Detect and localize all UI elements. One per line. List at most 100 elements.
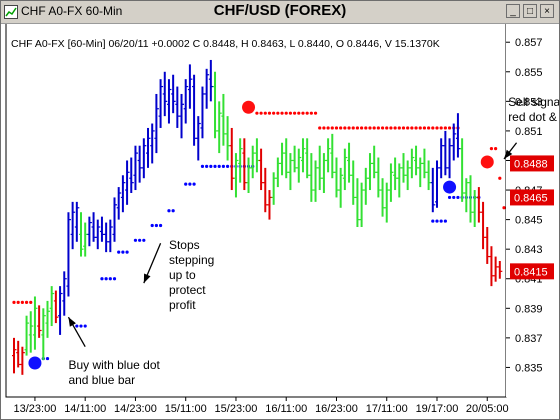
price-bar <box>74 201 80 242</box>
stop-dot-red <box>489 147 494 151</box>
stop-dot-blue <box>213 164 217 168</box>
price-bar <box>95 219 101 250</box>
stop-dot-blue <box>121 250 125 254</box>
price-bar <box>422 148 427 179</box>
price-bar <box>217 101 222 154</box>
minimize-button[interactable]: _ <box>506 4 520 18</box>
price-bar <box>200 86 205 139</box>
stop-dot-red <box>343 126 347 130</box>
price-bar <box>489 246 494 287</box>
info-line: CHF A0-FX [60-Min] 06/20/11 +0.0002 C 0.… <box>11 38 440 50</box>
price-bar <box>175 86 180 128</box>
price-bar <box>229 127 235 191</box>
x-tick-label: 17/11:00 <box>366 403 408 415</box>
stop-dot-red <box>263 111 267 115</box>
stop-dot-red <box>397 126 401 130</box>
price-bar <box>41 308 46 361</box>
price-bar <box>242 138 247 191</box>
chart-title: CHF/USD (FOREX) <box>213 2 347 19</box>
x-tick-label: 16/23:00 <box>315 403 358 415</box>
stop-dot-blue <box>150 223 154 228</box>
maximize-button[interactable]: □ <box>523 4 537 18</box>
stop-dot-blue <box>108 277 112 281</box>
price-bar <box>439 138 444 179</box>
price-bar <box>141 138 147 179</box>
price-bar <box>154 93 159 154</box>
price-bar <box>196 116 201 161</box>
price-bar <box>493 256 499 282</box>
price-bar <box>485 227 490 264</box>
stop-dot-red <box>414 126 418 130</box>
stop-dot-blue <box>205 164 209 168</box>
price-bar <box>24 315 30 356</box>
annotation-text: Buy with blue dot and blue bar <box>68 358 160 387</box>
price-bar <box>367 153 373 191</box>
x-tick-label: 15/11:00 <box>165 403 207 415</box>
sell-signal-dot <box>480 155 494 169</box>
y-axis-area <box>506 23 558 397</box>
y-tick-label: 0.855 <box>515 67 543 79</box>
close-button[interactable]: × <box>540 4 554 18</box>
price-bar <box>434 160 440 208</box>
stop-dot-red <box>447 126 452 130</box>
y-tick-label: 0.845 <box>515 215 543 227</box>
price-bar <box>347 142 352 183</box>
price-bar <box>481 201 486 250</box>
stop-dot-blue <box>171 209 175 213</box>
price-bar <box>418 157 423 188</box>
stop-dot-red <box>309 111 313 115</box>
stop-dot-red <box>305 111 309 115</box>
price-bar <box>305 138 310 179</box>
price-bar <box>238 138 243 183</box>
stop-dot-blue <box>221 164 226 168</box>
price-bar <box>233 153 239 198</box>
window-titlebar[interactable]: CHF A0-FX 60-Min CHF/USD (FOREX) _ □ × <box>1 1 559 24</box>
stop-dot-red <box>422 126 427 130</box>
annotation-arrow-head <box>68 317 76 327</box>
buy-signal-dot <box>28 356 42 370</box>
price-bar <box>280 142 285 176</box>
stop-dot-blue <box>447 195 452 200</box>
y-tick-label: 0.853 <box>515 96 543 108</box>
stop-dot-red <box>360 126 364 130</box>
stop-dot-red <box>313 111 318 115</box>
price-bar <box>284 138 289 179</box>
x-tick-label: 14/23:00 <box>114 403 157 415</box>
price-bar <box>20 346 25 375</box>
stop-dot-red <box>494 147 498 151</box>
stop-dot-blue <box>104 277 108 281</box>
stop-dot-red <box>351 126 355 130</box>
stop-dot-red <box>326 126 330 130</box>
stop-dot-blue <box>184 182 188 186</box>
buy-signal-dot <box>443 180 457 194</box>
price-bar <box>66 212 71 297</box>
x-tick-label: 20/05:00 <box>466 403 509 415</box>
price-bar <box>443 130 448 176</box>
price-bar <box>225 116 231 161</box>
price-bar <box>246 157 252 193</box>
price-bar <box>129 157 134 193</box>
stop-dot-red <box>334 126 339 130</box>
price-bar <box>309 153 314 202</box>
plot-area <box>5 22 507 398</box>
price-bar <box>125 160 130 205</box>
price-bar <box>326 138 331 173</box>
price-bar <box>342 148 348 191</box>
annotation-line: profit <box>169 298 196 312</box>
y-tick-label: 0.835 <box>515 362 543 374</box>
stop-dot-red <box>20 300 24 304</box>
stop-dot-red <box>272 111 276 115</box>
price-bar <box>472 190 478 227</box>
price-bar <box>99 216 105 242</box>
sell-signal-dot <box>242 100 256 114</box>
price-bar <box>271 172 277 205</box>
stop-dot-blue <box>138 238 142 242</box>
stop-dot-blue <box>200 164 205 168</box>
price-bar <box>208 59 214 102</box>
price-bar <box>192 74 197 146</box>
price-bar <box>166 79 172 124</box>
stop-dot-blue <box>100 277 104 281</box>
stop-dot-red <box>255 111 259 115</box>
price-bar <box>372 145 377 179</box>
price-tag <box>510 155 554 172</box>
